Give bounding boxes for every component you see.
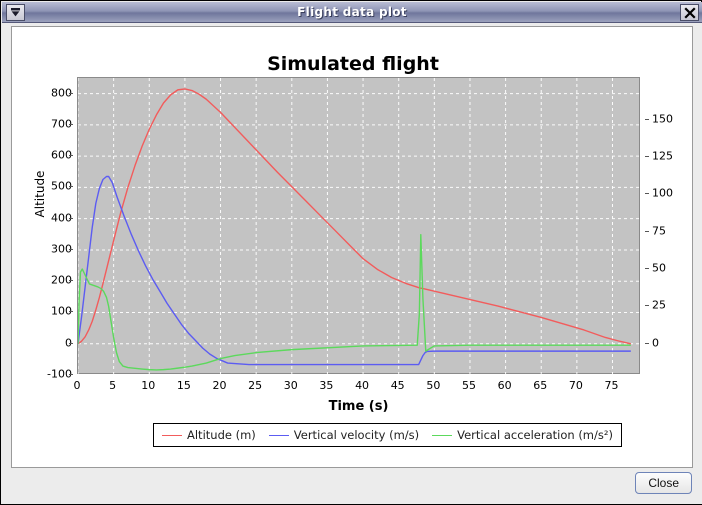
x-axis-tick-label: 10 <box>141 379 156 392</box>
legend-color-swatch <box>432 434 453 436</box>
y-axis-right-tick-mark <box>645 193 649 195</box>
x-axis-tick-label: 5 <box>109 379 117 392</box>
y-axis-left-tick-mark <box>69 280 73 282</box>
chart-legend: Altitude (m) Vertical velocity (m/s) Verti… <box>153 423 622 447</box>
y-axis-right-tick-label: 150 <box>652 112 673 126</box>
x-axis-tick-label: 60 <box>497 379 512 392</box>
legend-item: Vertical velocity (m/s) <box>268 428 420 442</box>
x-axis-tick-label: 40 <box>355 379 370 392</box>
y-axis-right-tick-label: 0 <box>652 336 659 350</box>
y-axis-right-tick-mark <box>645 342 649 344</box>
y-axis-left-tick-label: 400 <box>51 211 72 225</box>
y-axis-right-tick-label: 25 <box>652 298 666 312</box>
x-axis-tick-label: 75 <box>604 379 619 392</box>
x-axis-tick-label: 50 <box>426 379 441 392</box>
y-axis-left-tick-label: 800 <box>51 86 72 100</box>
y-axis-right-tick-mark <box>645 230 649 232</box>
y-axis-left-tick-mark <box>69 311 73 313</box>
dialog-content: Simulated flight Vertical motion vs. tim… <box>2 23 702 504</box>
x-axis-tick-label: 20 <box>212 379 227 392</box>
y-axis-left-tick-label: -100 <box>47 367 72 381</box>
y-axis-left-tick-mark <box>69 248 73 250</box>
close-icon[interactable] <box>680 4 699 21</box>
y-axis-left-tick-label: 0 <box>16 336 72 349</box>
y-axis-right-tick-label: 50 <box>652 261 666 275</box>
legend-item: Altitude (m) <box>162 428 256 442</box>
y-axis-left-tick-mark <box>69 123 73 125</box>
legend-item: Vertical acceleration (m/s²) <box>432 428 613 442</box>
y-axis-left-tick-label: 700 <box>51 117 72 131</box>
x-axis-tick-label: 25 <box>248 379 263 392</box>
window-titlebar: Flight data plot <box>2 2 702 23</box>
chart-series-curves <box>78 88 632 371</box>
y-axis-left-tick-mark <box>69 155 73 157</box>
y-axis-left-tick-mark <box>69 342 73 344</box>
x-axis-tick-label: 15 <box>176 379 191 392</box>
y-axis-right-tick-mark <box>645 268 649 270</box>
y-axis-right-ticks: 0 25 50 75 100 125 150 <box>645 77 689 374</box>
y-axis-right-tick-label: 100 <box>652 186 673 200</box>
legend-color-swatch <box>268 434 289 436</box>
legend-color-swatch <box>162 434 182 436</box>
window-menu-arrow-icon[interactable] <box>6 4 25 21</box>
y-axis-left-tick-mark <box>69 374 73 375</box>
y-axis-left-tick-mark <box>69 186 73 188</box>
x-axis-tick-label: 55 <box>461 379 476 392</box>
y-axis-left-tick-mark <box>69 217 73 219</box>
y-axis-left-ticks: -100 0 100 200 300 400 500 600 700 800 <box>12 77 73 381</box>
y-axis-left-tick-mark <box>69 92 73 94</box>
x-axis-ticks: 0 5 10 15 20 25 30 35 40 45 50 55 60 65 70 75 <box>73 379 640 395</box>
x-axis-tick-label: 30 <box>283 379 298 392</box>
y-axis-right-tick-label: 125 <box>652 149 673 163</box>
x-axis-tick-label: 65 <box>533 379 548 392</box>
y-axis-right-tick-label: 75 <box>652 224 666 238</box>
window-title: Flight data plot <box>297 5 407 19</box>
close-button[interactable]: Close <box>635 472 692 494</box>
legend-label: Vertical acceleration (m/s²) <box>457 428 613 442</box>
x-axis-tick-label: 35 <box>319 379 334 392</box>
x-axis-tick-label: 45 <box>390 379 405 392</box>
y-axis-left-tick-label: 500 <box>51 179 72 193</box>
chart-title: Simulated flight <box>267 53 439 75</box>
y-axis-left-tick-label: 600 <box>51 148 72 162</box>
y-axis-right-tick-mark <box>645 305 649 307</box>
y-axis-left-tick-label: 200 <box>51 273 72 287</box>
plot-area <box>77 77 641 375</box>
x-axis-title: Time (s) <box>328 399 389 414</box>
y-axis-left-tick-label: 100 <box>51 304 72 318</box>
chart-gridlines <box>78 78 641 375</box>
y-axis-right-tick-mark <box>645 156 649 158</box>
y-axis-right-tick-mark <box>645 118 649 120</box>
y-axis-left-tick-label: 300 <box>51 242 72 256</box>
dialog-button-bar: Close <box>2 470 702 504</box>
chart-panel: Simulated flight Vertical motion vs. tim… <box>11 26 693 468</box>
legend-label: Altitude (m) <box>187 428 256 442</box>
x-axis-tick-label: 0 <box>73 379 81 392</box>
legend-label: Vertical velocity (m/s) <box>293 428 420 442</box>
x-axis-tick-label: 70 <box>568 379 583 392</box>
